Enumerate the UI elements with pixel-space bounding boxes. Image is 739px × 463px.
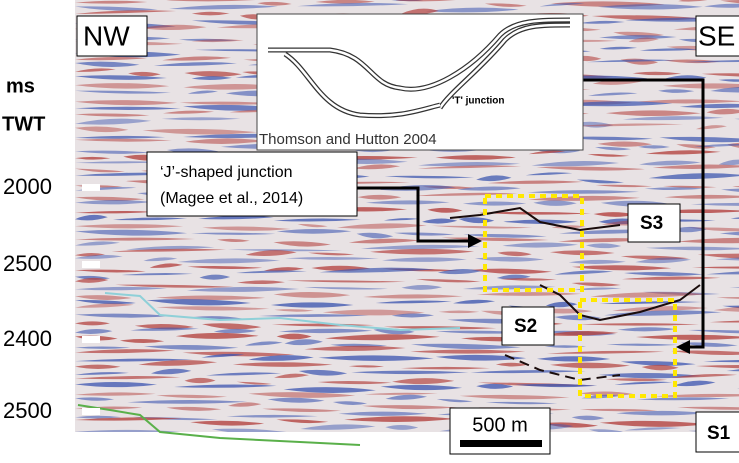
direction-label: NW [83, 20, 130, 51]
structure-label: S2 [514, 316, 537, 337]
scale-bar: 500 m [450, 408, 550, 454]
inset-source: Thomson and Hutton 2004 [259, 131, 437, 148]
unit-label: TWT [2, 113, 45, 135]
depth-label: 2400 [3, 326, 52, 351]
scale-label: 500 m [472, 414, 528, 436]
callout-line: (Magee et al., 2014) [160, 190, 303, 207]
callout: ‘J’-shaped junction (Magee et al., 2014) [147, 152, 357, 216]
callout-line: ‘J’-shaped junction [160, 164, 293, 181]
structure-label: S3 [640, 213, 663, 234]
inset: 'T' junction Thomson and Hutton 2004 [257, 14, 583, 150]
structure-label: S1 [707, 423, 731, 444]
depth-label: 2500 [3, 251, 52, 276]
figure: ms TWT 2000 2500 2400 2500 'T' junction … [0, 0, 739, 458]
direction-label: SE [698, 20, 735, 51]
inset-label: 'T' junction [452, 96, 505, 107]
depth-label: 2500 [3, 398, 52, 423]
depth-label: 2000 [3, 174, 52, 199]
unit-label: ms [6, 75, 35, 97]
